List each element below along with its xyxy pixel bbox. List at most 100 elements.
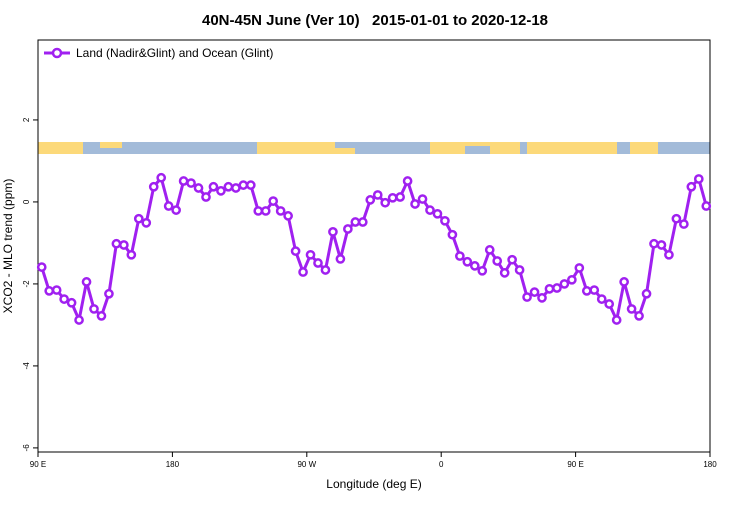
- data-point: [410, 199, 420, 209]
- data-point: [89, 304, 99, 314]
- data-point: [455, 251, 465, 261]
- surface-strip: [38, 142, 710, 154]
- data-point: [387, 192, 398, 203]
- data-point: [626, 304, 637, 314]
- x-tick-label: 90 W: [297, 460, 316, 469]
- data-point: [193, 183, 204, 193]
- chart-title: 40N-45N June (Ver 10) 2015-01-01 to 2020…: [202, 12, 548, 29]
- data-point: [208, 181, 219, 192]
- data-point: [238, 180, 249, 190]
- data-point: [275, 206, 286, 216]
- data-point: [156, 172, 167, 183]
- data-point: [589, 285, 600, 295]
- y-tick-label: 0: [22, 199, 31, 204]
- data-point: [119, 240, 129, 250]
- data-point: [74, 315, 84, 325]
- data-point: [447, 229, 458, 240]
- data-point: [201, 192, 211, 202]
- y-tick-label: -6: [22, 444, 31, 452]
- data-point: [581, 286, 592, 296]
- data-point: [499, 268, 510, 278]
- y-axis-label: XCO2 - MLO trend (ppm): [1, 179, 15, 314]
- data-point: [567, 274, 577, 285]
- data-point: [604, 299, 615, 309]
- data-point: [290, 246, 301, 256]
- x-tick-label: 180: [703, 460, 717, 469]
- data-point: [611, 315, 622, 325]
- data-point: [59, 294, 69, 304]
- x-tick-label: 0: [439, 460, 444, 469]
- y-tick-label: -4: [22, 362, 31, 370]
- data-point: [641, 288, 652, 299]
- data-point: [133, 213, 144, 224]
- data-point: [51, 285, 62, 295]
- data-point: [701, 201, 712, 211]
- data-point: [634, 311, 644, 321]
- data-point: [484, 245, 495, 255]
- data-point: [44, 286, 55, 296]
- data-point: [96, 311, 107, 321]
- data-point: [395, 192, 405, 202]
- data-point: [574, 263, 585, 273]
- data-point: [171, 205, 181, 215]
- data-point: [380, 197, 391, 208]
- data-point: [537, 293, 547, 303]
- x-tick-label: 180: [166, 460, 180, 469]
- data-point: [372, 190, 383, 200]
- data-point: [492, 256, 503, 266]
- data-point: [320, 265, 331, 275]
- data-point: [36, 262, 47, 272]
- data-point: [656, 240, 667, 250]
- legend-label: Land (Nadir&Glint) and Ocean (Glint): [76, 46, 273, 60]
- data-point: [335, 254, 346, 264]
- data-point: [126, 249, 137, 260]
- data-point: [679, 219, 689, 229]
- data-point: [514, 265, 525, 275]
- data-point: [671, 213, 682, 224]
- data-point: [664, 249, 674, 260]
- data-point: [268, 196, 279, 206]
- data-point: [559, 279, 570, 289]
- x-tick-label: 90 E: [30, 460, 46, 469]
- data-point: [141, 217, 152, 228]
- data-point: [529, 287, 540, 297]
- y-tick-label: 2: [22, 117, 31, 122]
- data-point: [357, 217, 368, 227]
- data-point: [343, 224, 353, 234]
- data-point: [552, 283, 562, 293]
- data-point: [507, 254, 517, 265]
- data-point: [223, 181, 234, 192]
- data-point: [462, 256, 473, 267]
- data-point: [104, 288, 114, 299]
- data-point: [350, 217, 361, 227]
- data-point: [111, 238, 122, 249]
- data-point: [686, 181, 697, 192]
- data-point: [432, 208, 443, 219]
- x-axis-label: Longitude (deg E): [326, 477, 421, 491]
- data-point: [216, 186, 226, 196]
- data-point: [619, 277, 629, 287]
- data-point: [477, 265, 488, 276]
- data-point: [596, 294, 607, 304]
- data-point: [148, 181, 159, 192]
- data-point: [544, 283, 555, 294]
- data-point: [365, 195, 376, 205]
- data-point: [425, 205, 435, 215]
- y-tick-label: -2: [22, 280, 31, 288]
- data-point: [522, 292, 532, 302]
- data-point: [649, 238, 659, 249]
- plot-frame: [37, 39, 711, 453]
- data-point: [245, 180, 256, 190]
- data-point: [313, 258, 323, 268]
- data-point: [81, 277, 92, 287]
- data-point: [417, 194, 428, 204]
- data-point: [186, 178, 196, 188]
- data-point: [283, 211, 293, 221]
- data-point: [328, 227, 338, 237]
- x-tick-label: 90 E: [567, 460, 583, 469]
- data-point: [66, 297, 77, 308]
- data-point: [231, 183, 241, 193]
- data-point: [693, 174, 704, 184]
- data-point: [178, 176, 189, 186]
- data-point: [469, 261, 480, 271]
